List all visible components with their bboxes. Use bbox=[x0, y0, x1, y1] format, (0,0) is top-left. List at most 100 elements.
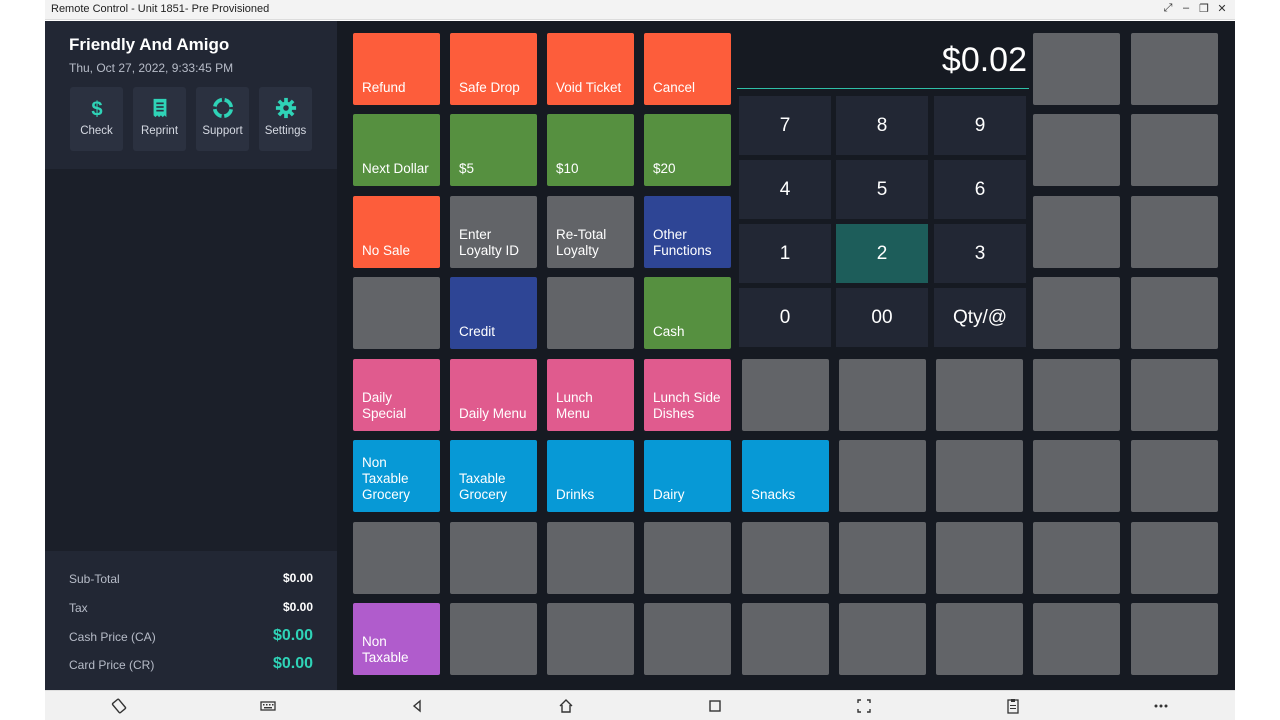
lunch-menu-button[interactable]: Lunch Menu bbox=[547, 359, 634, 431]
cash-price-row: Cash Price (CA) $0.00 bbox=[69, 627, 313, 647]
empty-tile[interactable] bbox=[936, 359, 1023, 431]
cash-button[interactable]: Cash bbox=[644, 277, 731, 349]
empty-tile[interactable] bbox=[1033, 522, 1120, 594]
empty-tile[interactable] bbox=[1033, 277, 1120, 349]
no-sale-button[interactable]: No Sale bbox=[353, 196, 440, 268]
key-2[interactable]: 2 bbox=[836, 224, 928, 283]
empty-tile[interactable] bbox=[1033, 114, 1120, 186]
empty-tile[interactable] bbox=[1033, 33, 1120, 105]
drinks-button[interactable]: Drinks bbox=[547, 440, 634, 512]
button-grid: Refund Safe Drop Void Ticket Cancel Next… bbox=[337, 21, 1235, 690]
empty-tile[interactable] bbox=[353, 277, 440, 349]
empty-tile[interactable] bbox=[839, 359, 926, 431]
empty-tile[interactable] bbox=[1033, 359, 1120, 431]
non-taxable-button[interactable]: Non Taxable bbox=[353, 603, 440, 675]
empty-tile[interactable] bbox=[742, 522, 829, 594]
empty-tile[interactable] bbox=[450, 522, 537, 594]
empty-tile[interactable] bbox=[547, 603, 634, 675]
support-button[interactable]: Support bbox=[196, 87, 249, 151]
subtotal-value: $0.00 bbox=[282, 571, 313, 585]
expand-icon[interactable]: ⤢ bbox=[1163, 2, 1173, 14]
clipboard-icon[interactable] bbox=[1004, 697, 1022, 715]
settings-button[interactable]: Settings bbox=[259, 87, 312, 151]
empty-tile[interactable] bbox=[1131, 440, 1218, 512]
empty-tile[interactable] bbox=[644, 603, 731, 675]
empty-tile[interactable] bbox=[547, 522, 634, 594]
home-icon[interactable] bbox=[557, 697, 575, 715]
key-6[interactable]: 6 bbox=[934, 160, 1026, 219]
settings-label: Settings bbox=[264, 125, 307, 137]
empty-tile[interactable] bbox=[742, 359, 829, 431]
other-functions-button[interactable]: Other Functions bbox=[644, 196, 731, 268]
check-button[interactable]: $ Check bbox=[70, 87, 123, 151]
window-title: Remote Control - Unit 1851- Pre Provisio… bbox=[51, 3, 270, 15]
empty-tile[interactable] bbox=[1131, 359, 1218, 431]
dairy-button[interactable]: Dairy bbox=[644, 440, 731, 512]
empty-tile[interactable] bbox=[1131, 114, 1218, 186]
back-icon[interactable] bbox=[408, 697, 426, 715]
retotal-loyalty-button[interactable]: Re-Total Loyalty bbox=[547, 196, 634, 268]
store-header: Friendly And Amigo Thu, Oct 27, 2022, 9:… bbox=[45, 21, 337, 169]
fullscreen-icon[interactable] bbox=[855, 697, 873, 715]
empty-tile[interactable] bbox=[936, 603, 1023, 675]
cancel-button[interactable]: Cancel bbox=[644, 33, 731, 105]
restore-icon[interactable]: ❐ bbox=[1199, 3, 1209, 15]
empty-tile[interactable] bbox=[353, 522, 440, 594]
daily-special-button[interactable]: Daily Special bbox=[353, 359, 440, 431]
keyboard-icon[interactable] bbox=[259, 697, 277, 715]
empty-tile[interactable] bbox=[742, 603, 829, 675]
rotate-icon[interactable] bbox=[110, 697, 128, 715]
empty-tile[interactable] bbox=[839, 603, 926, 675]
empty-tile[interactable] bbox=[547, 277, 634, 349]
empty-tile[interactable] bbox=[1131, 33, 1218, 105]
next-dollar-button[interactable]: Next Dollar bbox=[353, 114, 440, 186]
five-dollar-button[interactable]: $5 bbox=[450, 114, 537, 186]
minimize-icon[interactable]: – bbox=[1182, 2, 1190, 14]
non-taxable-grocery-button[interactable]: Non Taxable Grocery bbox=[353, 440, 440, 512]
empty-tile[interactable] bbox=[1033, 603, 1120, 675]
receipt-icon bbox=[153, 98, 166, 118]
cash-price-label: Cash Price (CA) bbox=[69, 630, 156, 644]
close-icon[interactable]: ✕ bbox=[1217, 3, 1227, 15]
credit-button[interactable]: Credit bbox=[450, 277, 537, 349]
key-3[interactable]: 3 bbox=[934, 224, 1026, 283]
empty-tile[interactable] bbox=[450, 603, 537, 675]
safe-drop-button[interactable]: Safe Drop bbox=[450, 33, 537, 105]
empty-tile[interactable] bbox=[936, 440, 1023, 512]
empty-tile[interactable] bbox=[1131, 522, 1218, 594]
key-1[interactable]: 1 bbox=[739, 224, 831, 283]
lunch-side-dishes-button[interactable]: Lunch Side Dishes bbox=[644, 359, 731, 431]
key-7[interactable]: 7 bbox=[739, 96, 831, 155]
recents-icon[interactable] bbox=[706, 697, 724, 715]
key-0[interactable]: 0 bbox=[739, 288, 831, 347]
void-ticket-button[interactable]: Void Ticket bbox=[547, 33, 634, 105]
snacks-button[interactable]: Snacks bbox=[742, 440, 829, 512]
enter-loyalty-id-button[interactable]: Enter Loyalty ID bbox=[450, 196, 537, 268]
key-9[interactable]: 9 bbox=[934, 96, 1026, 155]
taxable-grocery-button[interactable]: Taxable Grocery bbox=[450, 440, 537, 512]
empty-tile[interactable] bbox=[1131, 603, 1218, 675]
key-4[interactable]: 4 bbox=[739, 160, 831, 219]
empty-tile[interactable] bbox=[1033, 196, 1120, 268]
key-00[interactable]: 00 bbox=[836, 288, 928, 347]
daily-menu-button[interactable]: Daily Menu bbox=[450, 359, 537, 431]
empty-tile[interactable] bbox=[839, 522, 926, 594]
card-price-row: Card Price (CR) $0.00 bbox=[69, 655, 313, 675]
key-5[interactable]: 5 bbox=[836, 160, 928, 219]
twenty-dollar-button[interactable]: $20 bbox=[644, 114, 731, 186]
empty-tile[interactable] bbox=[1131, 277, 1218, 349]
ten-dollar-button[interactable]: $10 bbox=[547, 114, 634, 186]
window-controls: ⤢ – ❐ ✕ bbox=[1163, 2, 1227, 15]
key-qty[interactable]: Qty/@ bbox=[934, 288, 1026, 347]
check-label: Check bbox=[80, 125, 113, 137]
key-8[interactable]: 8 bbox=[836, 96, 928, 155]
empty-tile[interactable] bbox=[936, 522, 1023, 594]
refund-button[interactable]: Refund bbox=[353, 33, 440, 105]
reprint-button[interactable]: Reprint bbox=[133, 87, 186, 151]
empty-tile[interactable] bbox=[1131, 196, 1218, 268]
more-icon[interactable] bbox=[1152, 697, 1170, 715]
remote-nav-bar bbox=[45, 690, 1235, 720]
empty-tile[interactable] bbox=[839, 440, 926, 512]
empty-tile[interactable] bbox=[644, 522, 731, 594]
empty-tile[interactable] bbox=[1033, 440, 1120, 512]
